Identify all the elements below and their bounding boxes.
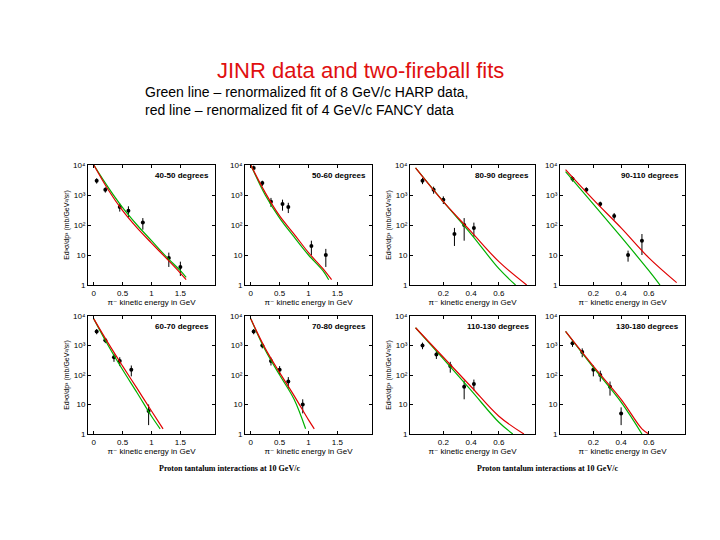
svg-text:0.2: 0.2 (438, 289, 450, 298)
svg-text:0.6: 0.6 (643, 438, 655, 447)
svg-text:π⁻ kinetic energy in GeV: π⁻ kinetic energy in GeV (578, 447, 667, 456)
svg-text:0.5: 0.5 (274, 289, 286, 298)
svg-text:π⁻ kinetic energy in GeV: π⁻ kinetic energy in GeV (578, 298, 667, 307)
svg-text:0.6: 0.6 (493, 438, 505, 447)
svg-text:90-110 degrees: 90-110 degrees (621, 171, 679, 180)
svg-text:π⁻ kinetic energy in GeV: π⁻ kinetic energy in GeV (107, 447, 196, 456)
svg-text:10: 10 (548, 400, 557, 409)
svg-text:0.2: 0.2 (588, 438, 600, 447)
svg-text:1: 1 (81, 281, 86, 290)
svg-text:130-180 degrees: 130-180 degrees (616, 322, 679, 331)
svg-text:1: 1 (403, 430, 408, 439)
svg-text:10: 10 (548, 251, 557, 260)
svg-text:0.2: 0.2 (588, 289, 600, 298)
svg-text:80-90 degrees: 80-90 degrees (475, 171, 529, 180)
svg-text:1: 1 (238, 430, 243, 439)
svg-text:1: 1 (306, 289, 311, 298)
svg-text:1: 1 (306, 438, 311, 447)
svg-text:0.5: 0.5 (274, 438, 286, 447)
svg-text:π⁻ kinetic energy in GeV: π⁻ kinetic energy in GeV (428, 298, 517, 307)
svg-text:10⁴: 10⁴ (230, 312, 243, 321)
svg-text:40-50 degrees: 40-50 degrees (155, 171, 209, 180)
svg-text:1: 1 (553, 281, 558, 290)
svg-text:π⁻ kinetic energy in GeV: π⁻ kinetic energy in GeV (107, 298, 196, 307)
svg-text:10: 10 (76, 400, 85, 409)
svg-text:0.6: 0.6 (643, 289, 655, 298)
svg-text:0.4: 0.4 (616, 438, 628, 447)
svg-text:10³: 10³ (231, 341, 243, 350)
svg-text:10³: 10³ (546, 341, 558, 350)
svg-text:0.4: 0.4 (466, 289, 478, 298)
svg-text:10²: 10² (231, 221, 243, 230)
svg-text:1: 1 (149, 438, 154, 447)
svg-text:JINR data and two-fireball fit: JINR data and two-fireball fits (217, 58, 504, 83)
svg-text:1: 1 (238, 281, 243, 290)
svg-text:10²: 10² (396, 221, 408, 230)
svg-text:0.2: 0.2 (438, 438, 450, 447)
svg-text:π⁻ kinetic energy in GeV: π⁻ kinetic energy in GeV (428, 447, 517, 456)
svg-text:50-60 degrees: 50-60 degrees (312, 171, 366, 180)
svg-text:1.5: 1.5 (175, 289, 187, 298)
svg-text:70-80 degrees: 70-80 degrees (312, 322, 366, 331)
svg-text:10³: 10³ (74, 191, 86, 200)
svg-text:10³: 10³ (231, 191, 243, 200)
svg-text:0.5: 0.5 (117, 289, 129, 298)
svg-text:10⁴: 10⁴ (545, 312, 558, 321)
svg-text:10²: 10² (74, 371, 86, 380)
svg-text:Ed³σ/dp³ (mb/GeV²/sr): Ed³σ/dp³ (mb/GeV²/sr) (385, 340, 393, 410)
svg-text:1: 1 (81, 430, 86, 439)
svg-text:0: 0 (92, 438, 97, 447)
svg-text:10⁴: 10⁴ (230, 161, 243, 170)
svg-text:Ed³σ/dp³ (mb/GeV²/sr): Ed³σ/dp³ (mb/GeV²/sr) (385, 190, 393, 260)
svg-text:10: 10 (398, 400, 407, 409)
svg-text:0: 0 (249, 289, 254, 298)
svg-text:60-70 degrees: 60-70 degrees (155, 322, 209, 331)
svg-text:10⁴: 10⁴ (73, 312, 86, 321)
svg-text:10⁴: 10⁴ (545, 161, 558, 170)
svg-text:0: 0 (249, 438, 254, 447)
svg-text:0.6: 0.6 (493, 289, 505, 298)
svg-text:π⁻ kinetic energy in GeV: π⁻ kinetic energy in GeV (264, 298, 353, 307)
svg-text:1.5: 1.5 (332, 289, 344, 298)
svg-text:10: 10 (398, 251, 407, 260)
svg-text:1.5: 1.5 (332, 438, 344, 447)
svg-text:10⁴: 10⁴ (395, 161, 408, 170)
svg-text:10⁴: 10⁴ (395, 312, 408, 321)
svg-text:10⁴: 10⁴ (73, 161, 86, 170)
svg-text:1: 1 (149, 289, 154, 298)
svg-text:10²: 10² (546, 221, 558, 230)
svg-text:10³: 10³ (74, 341, 86, 350)
svg-text:π⁻ kinetic energy in GeV: π⁻ kinetic energy in GeV (264, 447, 353, 456)
svg-text:10²: 10² (231, 371, 243, 380)
svg-text:10³: 10³ (396, 191, 408, 200)
svg-text:10²: 10² (74, 221, 86, 230)
svg-text:10²: 10² (546, 371, 558, 380)
svg-text:110-130 degrees: 110-130 degrees (467, 322, 529, 331)
svg-text:Ed³σ/dp³ (mb/GeV²/sr): Ed³σ/dp³ (mb/GeV²/sr) (63, 190, 71, 260)
svg-text:10³: 10³ (396, 341, 408, 350)
svg-text:0.4: 0.4 (466, 438, 478, 447)
svg-text:Green line – renormalized fit: Green line – renormalized fit of 8 GeV/c… (145, 84, 468, 118)
svg-text:0.4: 0.4 (616, 289, 628, 298)
svg-text:Proton tantalum interactions a: Proton tantalum interactions at 10 GeV/c (159, 464, 300, 473)
svg-text:1: 1 (403, 281, 408, 290)
svg-text:10: 10 (233, 400, 242, 409)
svg-text:10²: 10² (396, 371, 408, 380)
svg-text:10³: 10³ (546, 191, 558, 200)
svg-text:Proton tantalum interactions a: Proton tantalum interactions at 10 GeV/c (477, 464, 618, 473)
svg-text:0.5: 0.5 (117, 438, 129, 447)
svg-text:1: 1 (553, 430, 558, 439)
svg-text:1.5: 1.5 (175, 438, 187, 447)
svg-text:10: 10 (76, 251, 85, 260)
svg-text:Ed³σ/dp³ (mb/GeV²/sr): Ed³σ/dp³ (mb/GeV²/sr) (63, 340, 71, 410)
svg-text:0: 0 (92, 289, 97, 298)
svg-text:10: 10 (233, 251, 242, 260)
